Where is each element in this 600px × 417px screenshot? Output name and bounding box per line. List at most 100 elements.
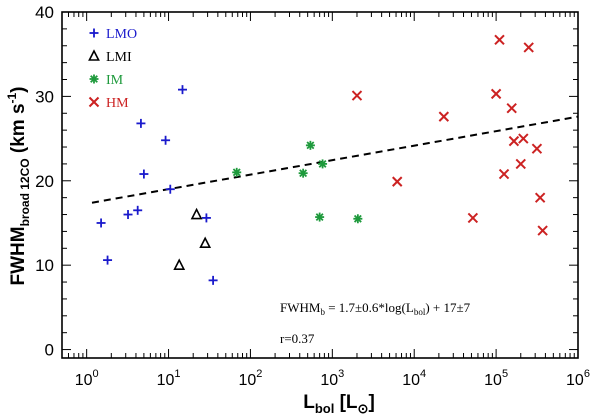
x-tick-base: 10 [566,372,584,389]
marker-shape [190,207,203,220]
legend-label-lmi: LMI [106,50,132,65]
fit-line-layer [91,115,579,204]
y-axis-label-unit-sup: -1 [5,92,19,103]
marker-stroke [534,192,546,203]
x-tick-exp: 4 [420,368,426,380]
x-tick-label: 105 [484,368,508,389]
legend-marker-lmi [88,49,100,61]
data-point-lmo [136,118,146,128]
data-point-im [353,214,363,224]
data-point-lmi [190,207,203,220]
x-tick-label: 102 [238,368,262,389]
x-tick-exp: 5 [502,368,508,380]
data-point-hm [523,42,534,53]
series-lmo [96,85,218,285]
legend-label-lmo: LMO [106,27,137,42]
data-point-hm [537,225,548,236]
x-tick-base: 10 [157,372,175,389]
annotations: FWHMb = 1.7±0.6*log(Lbol) + 17±7 r=0.37 [280,300,471,346]
marker-stroke [88,96,100,108]
series-lmi [173,207,212,270]
data-point-lmi [199,236,212,249]
x-axis-label-unit-close: ] [368,392,374,413]
marker-stroke [306,141,315,150]
data-point-lmo [208,275,218,285]
data-point-hm [531,143,543,154]
fit-equation-mid-sub: bol [414,307,426,317]
r-value: r=0.37 [280,331,315,346]
data-point-hm [498,168,510,180]
x-tick-base: 10 [238,372,256,389]
x-tick-exp: 6 [584,368,590,380]
marker-stroke [467,212,479,224]
x-tick-exp: 3 [338,368,344,380]
marker-stroke [506,102,517,114]
marker-shape [88,49,100,61]
data-point-lmo [96,218,106,228]
marker-shape [199,236,212,249]
data-point-lmo [177,85,187,95]
data-point-hm [490,88,502,100]
data-points [96,34,548,285]
data-point-lmo [161,135,171,145]
data-point-hm [392,176,403,187]
data-point-im [232,167,242,177]
legend-marker-im [89,74,99,84]
y-tick-label: 40 [35,3,54,22]
y-tick-label: 30 [35,87,54,106]
marker-stroke [523,42,534,53]
data-point-lmo [133,205,143,215]
marker-stroke [318,159,327,168]
marker-shape [173,258,186,270]
marker-stroke [90,75,98,83]
marker-stroke [515,158,526,170]
marker-stroke [438,111,450,122]
fit-equation: FWHMb = 1.7±0.6*log(Lbol) + 17±7 [280,300,471,317]
x-tick-label: 101 [157,368,181,389]
series-im [232,140,363,224]
fit-equation-mid: = 1.7±0.6*log(L [325,300,414,315]
x-tick-exp: 2 [256,368,262,380]
data-point-im [315,212,325,222]
data-point-lmo [103,255,113,265]
marker-stroke [508,135,520,147]
marker-stroke [392,176,403,187]
y-axis-ticks: 0 10 20 30 40 [35,3,578,360]
marker-stroke [490,88,502,100]
data-point-hm [438,111,450,122]
x-tick-base: 10 [75,372,93,389]
marker-stroke [518,133,529,144]
y-tick-label: 0 [45,341,54,360]
x-axis-label: Lbol [L⊙] [303,392,375,416]
data-point-hm [494,34,505,46]
x-axis-label-sub: bol [315,401,335,416]
x-tick-base: 10 [484,372,502,389]
x-tick-label: 104 [402,368,426,389]
fit-line [91,115,579,204]
data-point-hm [467,212,479,224]
legend-label-im: IM [106,73,124,88]
data-point-lmo [165,184,175,194]
y-tick-label: 10 [35,256,54,275]
data-point-hm [515,158,526,170]
data-point-lmo [201,213,211,223]
data-point-lmo [139,169,149,179]
fit-equation-lhs: FWHM [280,300,321,315]
marker-stroke [537,225,548,236]
data-point-hm [518,133,529,144]
marker-stroke [232,168,241,177]
x-axis-label-unit-sub: ⊙ [358,401,369,416]
marker-stroke [531,143,543,154]
marker-stroke [498,168,510,180]
data-point-im [298,168,308,178]
marker-stroke [315,213,324,222]
fit-equation-lhs-sub: b [320,307,325,317]
y-tick-label: 20 [35,172,54,191]
x-tick-base: 10 [320,372,338,389]
data-point-lmo [123,210,133,220]
data-point-hm [351,90,363,101]
y-axis-label: FWHMbroad 12CO (km s-1) [5,86,32,285]
x-tick-exp: 1 [174,368,180,380]
x-tick-label: 103 [320,368,344,389]
data-point-lmi [173,258,186,270]
